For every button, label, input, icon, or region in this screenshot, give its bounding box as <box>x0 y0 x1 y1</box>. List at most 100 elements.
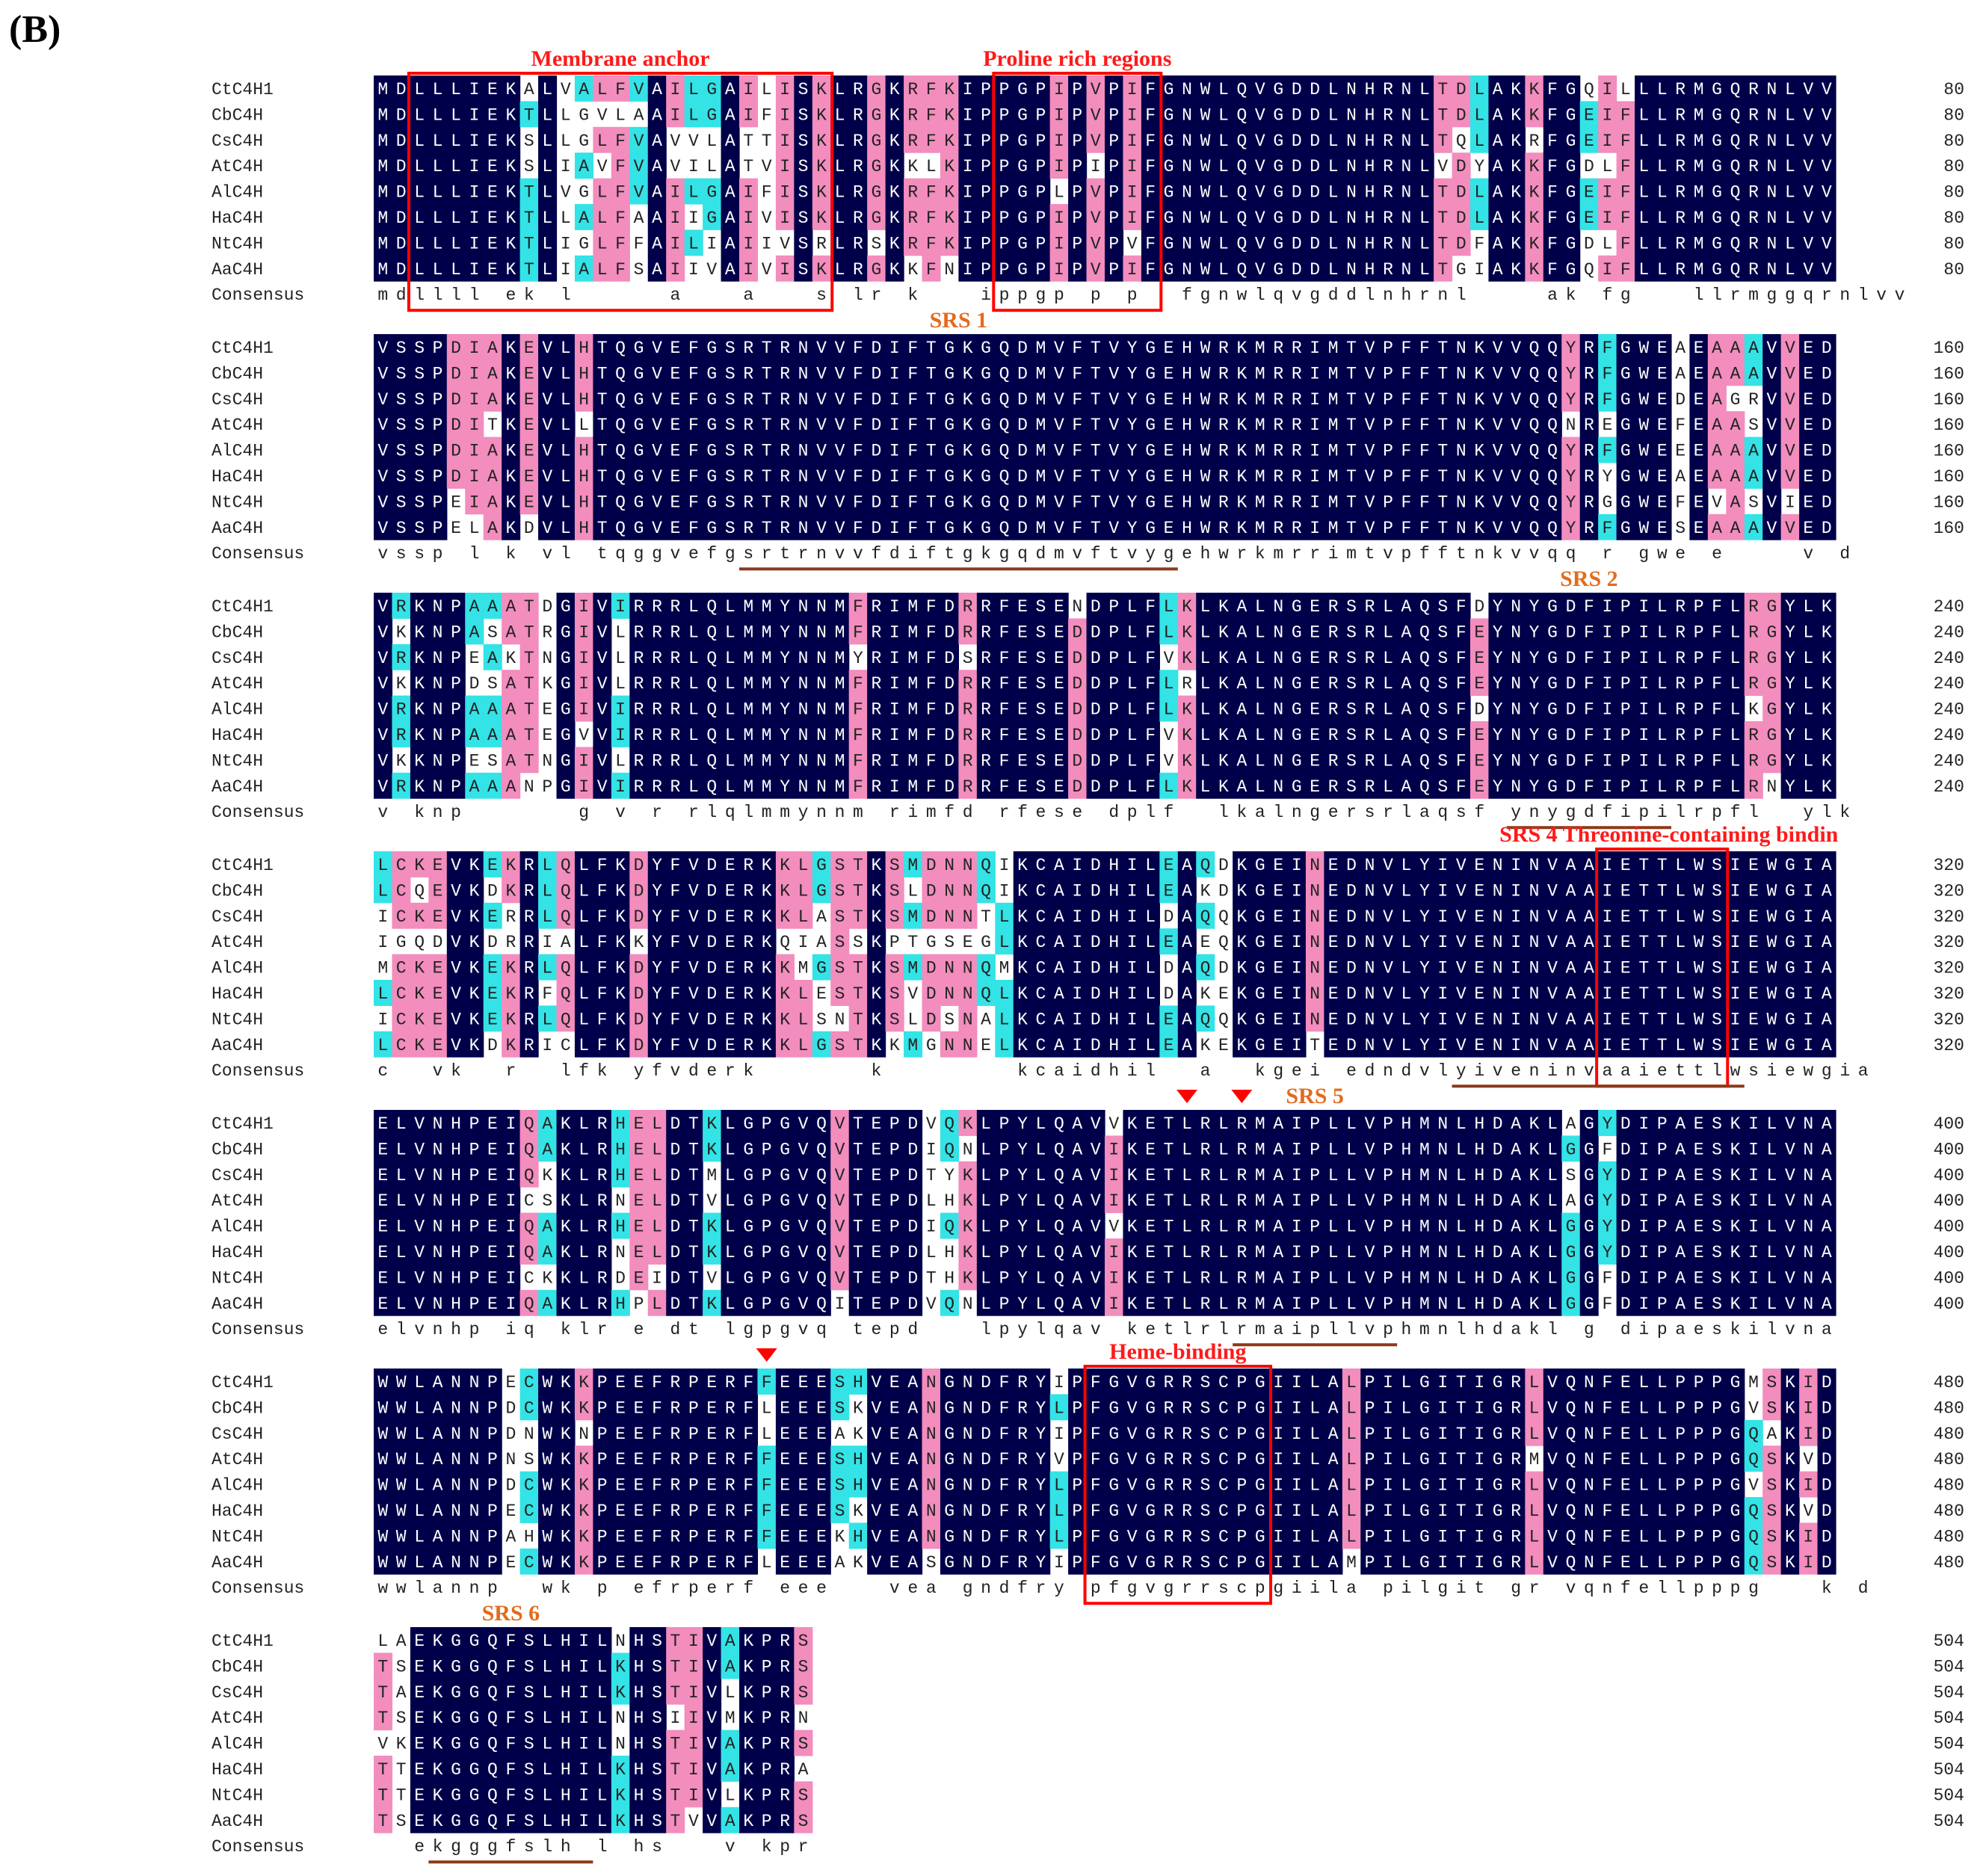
residue: V <box>652 442 662 461</box>
residue: F <box>999 777 1010 797</box>
residue: D <box>871 467 881 487</box>
residue: A <box>1748 364 1759 383</box>
residue: F <box>1145 649 1156 668</box>
residue: Q <box>1547 339 1558 358</box>
residue: T <box>743 132 753 151</box>
residue-shade <box>519 229 539 256</box>
residue: P <box>999 132 1010 151</box>
residue: W <box>1200 339 1211 358</box>
residue: E <box>487 234 498 253</box>
residue: R <box>634 623 644 642</box>
residue: L <box>688 234 699 253</box>
residue: F <box>688 364 699 383</box>
consensus-residue: s <box>396 544 407 564</box>
residue: I <box>1310 519 1320 538</box>
consensus-residue: n <box>1529 803 1540 822</box>
residue: G <box>871 132 881 151</box>
residue: L <box>579 984 589 1004</box>
residue: G <box>1547 777 1558 797</box>
residue: E <box>1675 442 1685 461</box>
residue: D <box>944 751 954 771</box>
residue: V <box>634 132 644 151</box>
residue: E <box>1657 364 1668 383</box>
residue: D <box>871 390 881 410</box>
residue: K <box>1236 442 1247 461</box>
residue: I <box>1310 493 1320 512</box>
residue-shade <box>465 178 484 205</box>
residue: E <box>1017 649 1028 668</box>
residue: I <box>1474 260 1484 280</box>
residue: N <box>1456 519 1466 538</box>
residue: D <box>1346 933 1357 952</box>
residue: V <box>1365 339 1375 358</box>
residue: A <box>1584 881 1594 901</box>
residue: H <box>1182 416 1192 435</box>
residue: P <box>1036 132 1046 151</box>
residue: Y <box>1493 777 1503 797</box>
residue: K <box>634 933 644 952</box>
consensus-residue: g <box>1620 286 1631 305</box>
residue: N <box>1346 260 1357 280</box>
residue: E <box>1054 623 1064 642</box>
residue: L <box>1638 260 1649 280</box>
consensus-residue: y <box>1511 803 1521 822</box>
residue: W <box>1200 416 1211 435</box>
residue: P <box>981 80 991 99</box>
residue: E <box>1017 597 1028 617</box>
consensus-residue: v <box>1895 286 1905 305</box>
residue: R <box>1365 726 1375 745</box>
residue: Q <box>1529 493 1540 512</box>
residue: N <box>1273 649 1283 668</box>
consensus-residue: n <box>1383 286 1393 305</box>
residue: V <box>451 856 461 875</box>
consensus-residue: r <box>871 286 881 305</box>
residue: L <box>1730 777 1741 797</box>
residue: V <box>1365 416 1375 435</box>
residue: A <box>487 726 498 745</box>
residue: T <box>1437 105 1448 125</box>
consensus-residue: f <box>1017 803 1028 822</box>
residue: R <box>963 700 973 720</box>
residue: R <box>981 751 991 771</box>
residue-shade <box>483 178 502 205</box>
residue: F <box>1401 339 1412 358</box>
residue: D <box>451 442 461 461</box>
residue: L <box>414 260 425 280</box>
species-label: CtC4H1 <box>212 339 274 358</box>
residue: L <box>688 700 699 720</box>
residue: M <box>1036 493 1046 512</box>
residue: T <box>524 209 534 228</box>
residue: L <box>1730 674 1741 694</box>
residue: K <box>944 157 954 176</box>
residue: E <box>1694 442 1704 461</box>
residue: L <box>433 183 443 203</box>
residue: F <box>1620 209 1631 228</box>
residue: T <box>1437 209 1448 228</box>
residue: V <box>1383 933 1393 952</box>
residue: F <box>597 933 608 952</box>
residue: N <box>1401 183 1412 203</box>
residue: E <box>1054 700 1064 720</box>
consensus-residue: v <box>853 544 863 564</box>
residue-shade <box>374 152 393 179</box>
residue: M <box>762 726 772 745</box>
residue: A <box>1712 467 1722 487</box>
residue: D <box>1456 209 1466 228</box>
residue: S <box>725 416 735 435</box>
consensus-residue: q <box>1547 544 1558 564</box>
residue: V <box>652 364 662 383</box>
residue: P <box>1036 234 1046 253</box>
residue: E <box>1474 856 1484 875</box>
residue: Y <box>780 623 790 642</box>
residue: V <box>1511 339 1521 358</box>
residue: N <box>433 700 443 720</box>
residue: K <box>1529 209 1540 228</box>
residue: F <box>1474 234 1484 253</box>
residue: F <box>688 519 699 538</box>
residue: M <box>762 674 772 694</box>
residue: F <box>1584 597 1594 617</box>
residue: E <box>1054 751 1064 771</box>
residue: F <box>1584 649 1594 668</box>
residue: S <box>634 260 644 280</box>
residue: Y <box>1127 339 1138 358</box>
